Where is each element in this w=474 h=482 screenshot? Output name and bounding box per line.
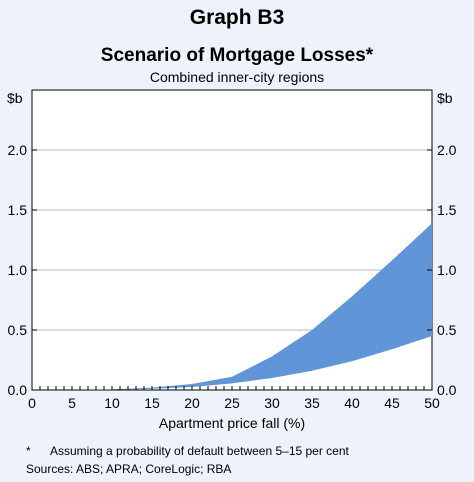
y-tick-label-right: 0.5 [437,322,457,338]
x-tick-label: 25 [224,395,240,411]
x-tick-label: 15 [144,395,160,411]
y-tick-label-left: 1.5 [8,202,28,218]
x-tick-label: 50 [424,395,440,411]
x-axis-label: Apartment price fall (%) [159,415,305,431]
y-tick-label-right: 1.0 [437,262,457,278]
x-tick-label: 30 [264,395,280,411]
y-axis-unit-left: $b [7,90,23,106]
y-tick-label-left: 2.0 [8,142,28,158]
x-tick-label: 10 [104,395,120,411]
y-tick-label-left: 0.5 [8,322,28,338]
footnote-marker: * [26,444,31,458]
y-tick-label-right: 2.0 [437,142,457,158]
x-tick-label: 40 [344,395,360,411]
footnote: * Assuming a probability of default betwe… [26,444,349,458]
y-axis-unit-right: $b [437,90,453,106]
x-tick-label: 45 [384,395,400,411]
footnote-text: Assuming a probability of default betwee… [50,444,349,458]
x-tick-label: 20 [184,395,200,411]
y-tick-label-left: 0.0 [8,382,28,398]
chart-subsubtitle: Combined inner-city regions [149,69,325,85]
x-tick-label: 0 [28,395,36,411]
x-tick-label: 35 [304,395,320,411]
y-tick-label-left: 1.0 [8,262,28,278]
y-tick-label-right: 0.0 [437,382,457,398]
chart-subtitle: Scenario of Mortgage Losses* [100,45,374,66]
sources-note: Sources: ABS; APRA; CoreLogic; RBA [26,462,232,476]
chart-title: Graph B3 [189,6,285,29]
loss-scenario-band [32,223,432,390]
y-tick-label-right: 1.5 [437,202,457,218]
x-tick-label: 5 [68,395,76,411]
